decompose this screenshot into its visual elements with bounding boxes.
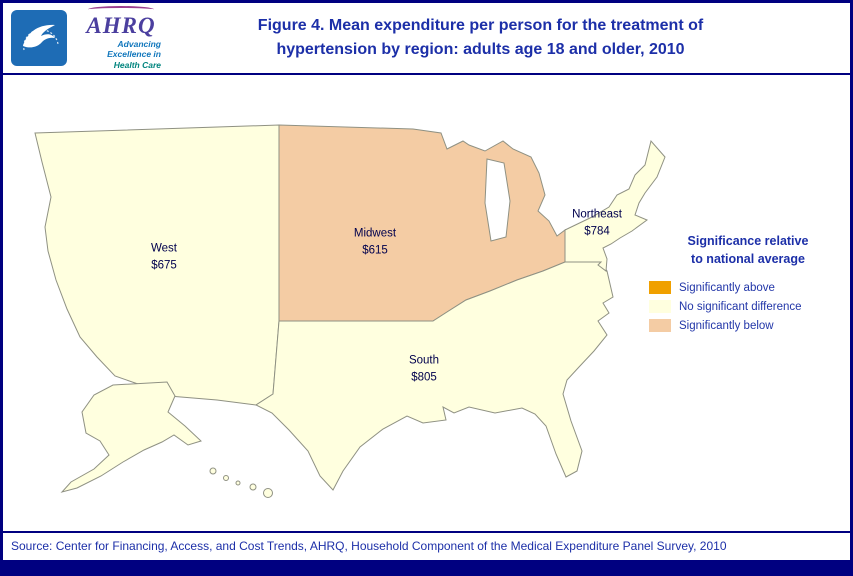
legend-title: Significance relative to national averag…	[649, 233, 847, 268]
lake-michigan-shape	[484, 158, 511, 242]
map-area: West $675 Midwest $615 Northeast $784 So…	[3, 75, 850, 531]
ahrq-logo: AHRQ Advancing Excellence in Health Care	[75, 5, 167, 71]
ahrq-tagline-line2: Excellence in	[107, 49, 161, 60]
region-value: $675	[151, 259, 177, 271]
region-name: Midwest	[353, 227, 397, 240]
legend-label: Significantly above	[679, 281, 775, 294]
region-value: $805	[411, 371, 437, 383]
region-label-midwest: Midwest $615	[354, 225, 396, 258]
ahrq-tagline: Advancing Excellence in Health Care	[75, 39, 167, 71]
legend-swatch-cream	[649, 300, 671, 313]
legend-row-no-significant-difference: No significant difference	[649, 299, 847, 314]
legend-label: Significantly below	[679, 319, 774, 332]
legend-swatch-peach	[649, 319, 671, 332]
region-name: South	[408, 354, 440, 367]
region-name: Northeast	[572, 208, 622, 221]
region-northeast-shape	[564, 139, 666, 272]
bottom-bar	[3, 560, 850, 573]
source-note: Source: Center for Financing, Access, an…	[3, 531, 850, 560]
hawaii-shape	[209, 467, 273, 498]
ahrq-swoosh-icon	[88, 5, 154, 13]
ahrq-tagline-line1: Advancing	[117, 38, 161, 49]
region-label-south: South $805	[409, 352, 439, 385]
legend: Significance relative to national averag…	[649, 233, 847, 333]
legend-label: No significant difference	[679, 300, 802, 313]
figure-title-line2: hypertension by region: adults age 18 an…	[276, 41, 685, 58]
figure-title-line1: Figure 4. Mean expenditure per person fo…	[257, 17, 704, 34]
region-value: $784	[584, 225, 610, 237]
alaska-shape	[60, 381, 202, 493]
region-label-west: West $675	[151, 240, 177, 273]
legend-swatch-orange	[649, 281, 671, 294]
legend-row-significantly-below: Significantly below	[649, 318, 847, 333]
legend-rows: Significantly above No significant diffe…	[649, 280, 847, 333]
legend-row-significantly-above: Significantly above	[649, 280, 847, 295]
us-region-map	[34, 124, 666, 498]
legend-title-line1: Significance relative	[687, 234, 809, 248]
region-name: West	[151, 242, 177, 255]
figure-title: Figure 4. Mean expenditure per person fo…	[175, 14, 842, 62]
ahrq-wordmark: AHRQ	[86, 12, 156, 38]
header: AHRQ Advancing Excellence in Health Care…	[3, 3, 850, 75]
us-map-container: West $675 Midwest $615 Northeast $784 So…	[17, 99, 677, 531]
region-value: $615	[362, 244, 388, 256]
ahrq-tagline-line3: Health Care	[113, 59, 161, 70]
hhs-logo	[11, 10, 67, 66]
legend-title-line2: to national average	[691, 251, 805, 266]
region-label-northeast: Northeast $784	[572, 206, 622, 239]
hhs-eagle-icon	[23, 24, 59, 51]
